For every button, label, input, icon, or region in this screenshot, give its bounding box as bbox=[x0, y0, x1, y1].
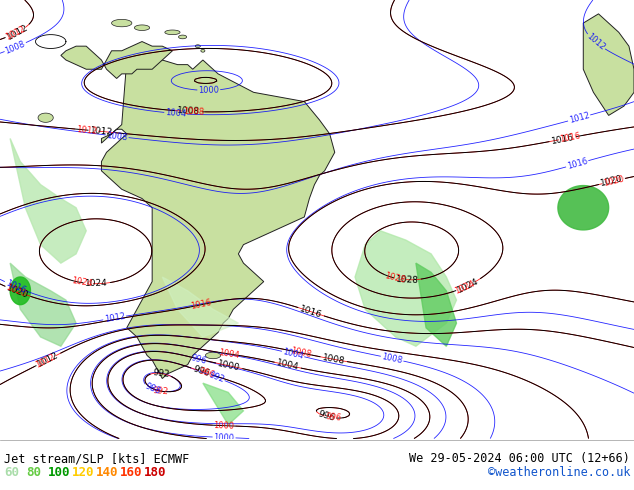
Text: 1012: 1012 bbox=[75, 124, 98, 136]
Polygon shape bbox=[162, 277, 238, 337]
Polygon shape bbox=[10, 139, 86, 263]
Text: 1028: 1028 bbox=[384, 271, 406, 285]
Text: 1008: 1008 bbox=[177, 106, 200, 117]
Text: 1020: 1020 bbox=[600, 174, 624, 188]
Text: 996: 996 bbox=[316, 410, 335, 423]
Text: 1016: 1016 bbox=[566, 157, 588, 171]
Text: 1012: 1012 bbox=[568, 111, 590, 125]
Polygon shape bbox=[101, 60, 335, 379]
Text: 1028: 1028 bbox=[396, 275, 419, 285]
Text: 1012: 1012 bbox=[103, 312, 126, 324]
Polygon shape bbox=[416, 263, 456, 346]
Text: 1016: 1016 bbox=[190, 298, 212, 311]
Polygon shape bbox=[38, 113, 53, 122]
Text: 1008: 1008 bbox=[381, 352, 403, 365]
Text: 180: 180 bbox=[144, 466, 167, 479]
Text: 1012: 1012 bbox=[6, 23, 30, 42]
Text: 1024: 1024 bbox=[70, 276, 93, 289]
Text: 1004: 1004 bbox=[276, 358, 300, 372]
Text: 992: 992 bbox=[152, 386, 169, 396]
Text: 80: 80 bbox=[26, 466, 41, 479]
Text: 1008: 1008 bbox=[289, 346, 312, 359]
Text: 1000: 1000 bbox=[198, 86, 219, 95]
Polygon shape bbox=[195, 45, 200, 48]
Text: 1020: 1020 bbox=[602, 174, 625, 188]
Text: 1012: 1012 bbox=[36, 350, 61, 368]
Text: 1016: 1016 bbox=[550, 133, 575, 146]
Polygon shape bbox=[179, 35, 186, 39]
Polygon shape bbox=[61, 42, 172, 78]
Text: 1000: 1000 bbox=[214, 421, 235, 431]
Text: We 29-05-2024 06:00 UTC (12+66): We 29-05-2024 06:00 UTC (12+66) bbox=[409, 452, 630, 465]
Text: 1016: 1016 bbox=[4, 278, 27, 295]
Text: 1000: 1000 bbox=[217, 359, 242, 372]
Polygon shape bbox=[583, 14, 634, 116]
Text: 1020: 1020 bbox=[4, 283, 27, 299]
Text: 996: 996 bbox=[191, 365, 210, 378]
Text: 1008: 1008 bbox=[4, 39, 27, 55]
Polygon shape bbox=[10, 263, 76, 346]
Polygon shape bbox=[203, 383, 243, 425]
Text: 996: 996 bbox=[198, 367, 216, 380]
Text: 1004: 1004 bbox=[218, 348, 240, 360]
Text: 1012: 1012 bbox=[34, 352, 56, 370]
Text: 1004: 1004 bbox=[281, 347, 304, 361]
Text: 140: 140 bbox=[96, 466, 119, 479]
Text: 1008: 1008 bbox=[106, 131, 128, 142]
Text: 1020: 1020 bbox=[6, 283, 30, 300]
Text: 120: 120 bbox=[72, 466, 94, 479]
Text: 992: 992 bbox=[152, 368, 170, 379]
Text: 1016: 1016 bbox=[559, 131, 581, 144]
Text: 1008: 1008 bbox=[183, 107, 204, 117]
Text: 992: 992 bbox=[207, 370, 225, 385]
Polygon shape bbox=[10, 277, 30, 305]
Text: ©weatheronline.co.uk: ©weatheronline.co.uk bbox=[488, 466, 630, 479]
Text: 988: 988 bbox=[144, 382, 162, 396]
Text: 1012: 1012 bbox=[585, 32, 607, 52]
Polygon shape bbox=[134, 25, 150, 30]
Polygon shape bbox=[558, 186, 609, 230]
Text: 60: 60 bbox=[4, 466, 19, 479]
Text: 1024: 1024 bbox=[453, 279, 476, 295]
Text: 1000: 1000 bbox=[214, 433, 235, 442]
Text: 1016: 1016 bbox=[299, 304, 323, 319]
Text: Jet stream/SLP [kts] ECMWF: Jet stream/SLP [kts] ECMWF bbox=[4, 452, 190, 465]
Text: 1012: 1012 bbox=[90, 126, 113, 137]
Text: 100: 100 bbox=[48, 466, 70, 479]
Text: 1024: 1024 bbox=[86, 279, 108, 288]
Text: 1024: 1024 bbox=[456, 276, 481, 294]
Text: 160: 160 bbox=[120, 466, 143, 479]
Polygon shape bbox=[112, 20, 132, 27]
Text: 1008: 1008 bbox=[321, 353, 346, 366]
Text: 1012: 1012 bbox=[4, 24, 27, 42]
Polygon shape bbox=[201, 49, 205, 52]
Text: 996: 996 bbox=[325, 413, 342, 423]
Text: 996: 996 bbox=[190, 353, 208, 366]
Polygon shape bbox=[355, 231, 456, 346]
Polygon shape bbox=[205, 352, 221, 359]
Polygon shape bbox=[165, 30, 180, 35]
Text: 1004: 1004 bbox=[165, 108, 186, 119]
